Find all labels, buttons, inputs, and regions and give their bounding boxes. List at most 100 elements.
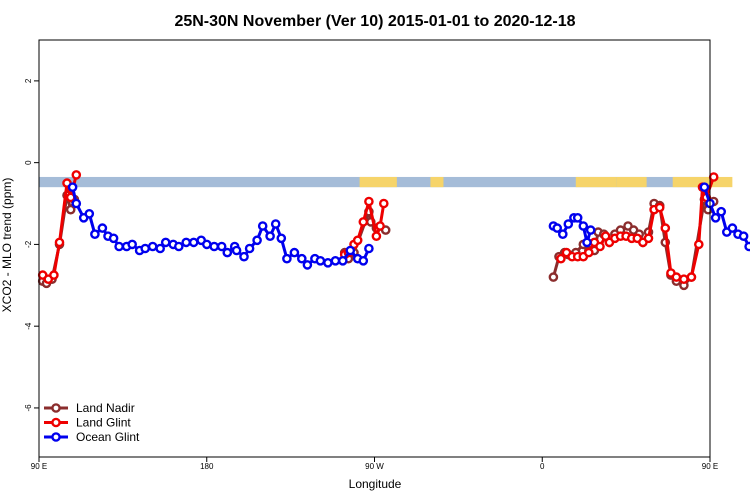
series-land-glint [37, 170, 719, 285]
data-point [558, 229, 568, 239]
y-tick-label: -4 [24, 322, 33, 330]
data-point [296, 253, 307, 264]
data-point [49, 270, 59, 280]
data-point [375, 221, 385, 231]
data-point [323, 257, 333, 268]
data-point [84, 208, 95, 219]
data-point [90, 229, 100, 239]
legend-item: Land Glint [44, 416, 131, 430]
data-point [548, 272, 559, 282]
data-point [358, 217, 369, 227]
data-point [364, 196, 374, 207]
x-axis-label: Longitude [349, 477, 402, 491]
data-point [289, 247, 300, 258]
series-layer [37, 170, 750, 291]
data-point [108, 233, 119, 244]
x-tick-label: 0 [540, 462, 545, 471]
legend-marker [51, 417, 61, 428]
data-point [585, 225, 596, 235]
data-point [209, 241, 219, 252]
data-point [744, 241, 750, 252]
data-point [54, 237, 65, 248]
data-point [364, 243, 374, 254]
y-tick-label: 2 [24, 78, 33, 83]
data-point [71, 198, 82, 209]
data-point [244, 243, 255, 254]
legend-item: Ocean Glint [44, 430, 140, 444]
data-point [654, 202, 665, 213]
series-ocean-glint [67, 182, 750, 270]
data-point [738, 231, 749, 241]
data-point [584, 247, 594, 258]
x-axis: 90 E 180 90 W 0 90 E [31, 457, 718, 471]
land-segment [616, 176, 647, 188]
data-point [173, 241, 184, 252]
legend-label: Ocean Glint [76, 430, 140, 444]
data-point [270, 219, 281, 229]
data-point [265, 231, 275, 241]
land-segment [359, 176, 397, 188]
data-point [127, 239, 137, 250]
land-segment [672, 176, 733, 188]
data-point [276, 233, 287, 244]
data-point [679, 274, 689, 285]
data-point [716, 206, 727, 217]
data-point [727, 223, 738, 233]
data-point [710, 212, 721, 223]
legend-label: Land Glint [76, 416, 131, 430]
data-point [252, 235, 262, 246]
land-ocean-band [39, 176, 733, 188]
data-point [352, 235, 363, 246]
data-point [578, 221, 589, 231]
x-tick-label: 180 [200, 462, 214, 471]
data-point [660, 223, 671, 233]
legend-marker [51, 432, 61, 442]
data-point [378, 198, 389, 209]
data-point [556, 253, 566, 264]
data-point [155, 243, 165, 254]
data-point [216, 241, 227, 252]
data-point [65, 204, 76, 215]
legend-item: Land Nadir [44, 401, 135, 415]
data-point [114, 241, 124, 252]
y-tick-label: 0 [24, 160, 33, 165]
y-tick-label: -2 [24, 240, 33, 248]
data-point [282, 253, 292, 264]
x-tick-label: 90 W [365, 462, 384, 471]
data-point [330, 255, 341, 266]
data-point [694, 239, 704, 250]
data-point [563, 219, 574, 229]
data-point [140, 243, 150, 254]
data-point [595, 241, 605, 252]
data-point [97, 223, 108, 233]
data-point [337, 255, 348, 266]
data-point [257, 221, 268, 231]
land-segment [575, 176, 617, 188]
data-point [686, 272, 697, 282]
legend-marker [51, 403, 61, 413]
data-point [147, 241, 158, 252]
data-point [572, 212, 583, 223]
data-point [671, 272, 682, 282]
data-point [239, 251, 249, 262]
data-point [358, 255, 369, 266]
data-point [345, 245, 356, 256]
data-point [643, 233, 654, 244]
data-point [708, 172, 719, 182]
y-axis-label: XCO2 - MLO trend (ppm) [0, 178, 14, 313]
data-point [315, 255, 326, 266]
data-point [160, 237, 171, 248]
data-point [188, 237, 199, 248]
legend-label: Land Nadir [76, 401, 135, 415]
data-point [231, 245, 242, 256]
data-point [302, 260, 313, 270]
data-point [582, 237, 592, 248]
data-point [371, 231, 382, 241]
data-point [699, 182, 710, 192]
data-point [71, 170, 82, 180]
y-axis: -6 -4 -2 0 2 [24, 78, 39, 412]
data-point [222, 247, 233, 258]
series-line [71, 186, 371, 267]
data-point [201, 239, 212, 250]
